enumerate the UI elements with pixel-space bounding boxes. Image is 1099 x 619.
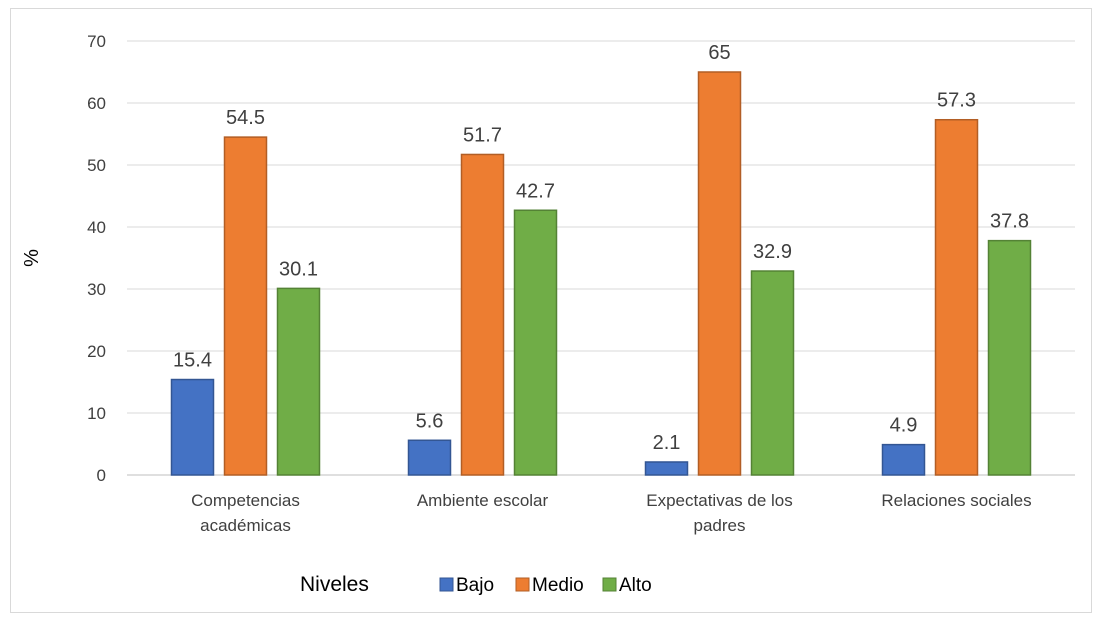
legend-title: Niveles [300,573,369,596]
data-label: 5.6 [416,410,444,432]
y-tick-label: 30 [87,280,106,299]
y-tick-label: 0 [97,466,106,485]
legend-swatch-bajo [439,577,454,592]
legend-label-alto: Alto [619,575,652,596]
data-label: 65 [708,42,730,64]
data-label: 2.1 [653,432,681,454]
x-tick-label: Relaciones sociales [881,491,1031,510]
bar-bajo [644,461,689,476]
bar-alto [987,239,1032,476]
y-axis-ticks: 0 10 20 30 40 50 60 70 [87,32,106,485]
data-label: 15.4 [173,350,212,372]
y-tick-label: 10 [87,404,106,423]
y-tick-label: 20 [87,342,106,361]
legend-swatch-alto [602,577,617,592]
chart-frame [10,8,1092,613]
bar-medio [697,71,742,476]
bar-medio [934,118,979,476]
data-label: 30.1 [279,258,318,280]
data-label: 54.5 [226,107,265,129]
legend-swatch-medio [515,577,530,592]
x-tick-label: Expectativas de los padres [646,491,792,535]
x-axis-ticks: Competencias académicas Ambiente escolar Ex… [191,491,1031,535]
y-tick-label: 70 [87,32,106,51]
bar-medio [460,153,505,476]
data-label: 57.3 [937,90,976,112]
y-tick-label: 40 [87,218,106,237]
legend-label-medio: Medio [532,575,584,596]
data-label: 32.9 [753,241,792,263]
gridlines [127,40,1075,476]
bar-alto [750,270,795,476]
legend: Niveles Bajo Medio Alto [300,573,652,596]
data-label: 51.7 [463,124,502,146]
x-tick-label: Ambiente escolar [417,491,549,510]
bar-bajo [407,439,452,476]
y-tick-label: 60 [87,94,106,113]
x-tick-label: Competencias académicas [191,491,300,535]
bars [170,71,1032,476]
bar-alto [513,209,558,476]
bar-alto [276,287,321,476]
data-label: 37.8 [990,211,1029,233]
data-label: 4.9 [890,415,918,437]
bar-medio [223,136,268,476]
bar-bajo [881,443,926,476]
y-axis-label: % [21,249,43,267]
data-label: 42.7 [516,180,555,202]
data-labels: 15.4 54.5 30.1 5.6 51.7 42.7 2.1 65 32.9 4.9 57.3 3… [173,42,1029,454]
y-tick-label: 50 [87,156,106,175]
legend-label-bajo: Bajo [456,575,494,596]
bar-bajo [170,378,215,476]
